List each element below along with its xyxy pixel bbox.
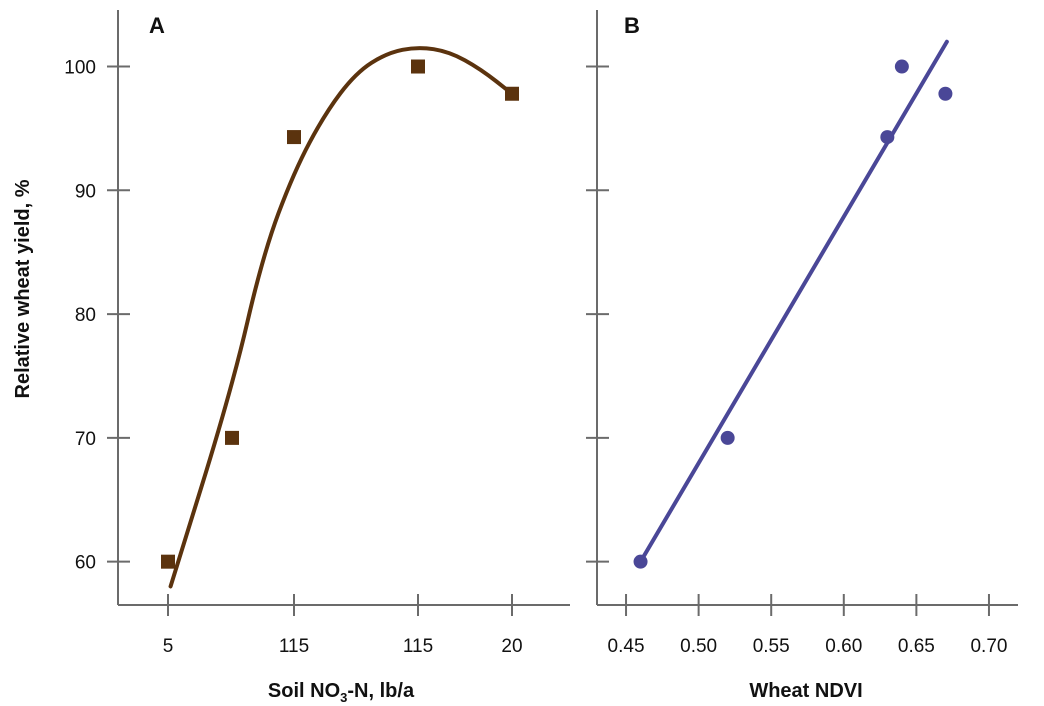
panel-a-x-tick-label: 5: [163, 636, 174, 657]
panel-a-x-tick-label: 115: [403, 636, 433, 657]
panel-b-x-tick-label: 0.65: [898, 636, 935, 657]
panel-a-fit-curve: [168, 46, 514, 589]
panel-a-ticks: [107, 65, 513, 616]
panel-b-x-tick-label: 0.70: [970, 636, 1007, 657]
panel-b-data-point: [633, 554, 648, 569]
panel-b-data-point: [880, 130, 895, 145]
panel-a-x-axis-title-subscript: 3: [340, 690, 347, 705]
panel-b-label: B: [624, 13, 640, 38]
panel-b-x-tick-label: 0.60: [825, 636, 862, 657]
panel-b-x-tick-label: 0.55: [753, 636, 790, 657]
panel-b-data-points: [633, 59, 953, 569]
panel-b-x-tick-label: 0.50: [680, 636, 717, 657]
panel-a-x-axis-title-main: Soil NO: [268, 680, 340, 702]
panel-b-x-axis-title: Wheat NDVI: [749, 680, 862, 702]
panel-b-ticks: [586, 65, 990, 616]
panel-b: B 0.45 0.50 0.55 0.60 0.65 0.70 Wheat NDVI: [586, 10, 1018, 702]
y-tick-label: 70: [75, 429, 96, 450]
y-tick-label: 80: [75, 305, 96, 326]
panel-a-y-tick-labels: 60 70 80 90 100: [64, 58, 96, 574]
panel-a-x-tick-label: 115: [279, 636, 309, 657]
y-tick-label: 90: [75, 181, 96, 202]
panel-b-data-point: [894, 59, 909, 74]
panel-a-x-axis-title: Soil NO3-N, lb/a: [268, 680, 415, 705]
panel-a-x-tick-label: 20: [501, 636, 522, 657]
panel-a-data-point: [225, 430, 239, 445]
panel-a-data-point: [411, 59, 425, 74]
panel-a-x-axis-title-rest: -N, lb/a: [347, 680, 415, 702]
panel-a-data-points: [161, 59, 519, 569]
panel-b-x-tick-label: 0.45: [608, 636, 645, 657]
panel-b-fit-line: [638, 39, 949, 564]
panel-a-data-point: [161, 554, 175, 569]
y-tick-label: 60: [75, 553, 96, 574]
panel-a-data-point: [287, 130, 301, 145]
y-tick-label: 100: [64, 58, 96, 79]
panel-a-label: A: [149, 13, 165, 38]
panel-a-x-tick-labels: 5 115 115 20: [163, 636, 523, 657]
panel-a: A 60 70 80 90 100 5 115 115 20 Soil NO3-N, lb/a: [64, 10, 570, 705]
panel-b-data-point: [938, 86, 953, 101]
panel-b-data-point: [720, 430, 735, 445]
panel-b-x-tick-labels: 0.45 0.50 0.55 0.60 0.65 0.70: [608, 636, 1008, 657]
y-axis-title: Relative wheat yield, %: [12, 179, 34, 398]
panel-a-data-point: [505, 86, 519, 101]
